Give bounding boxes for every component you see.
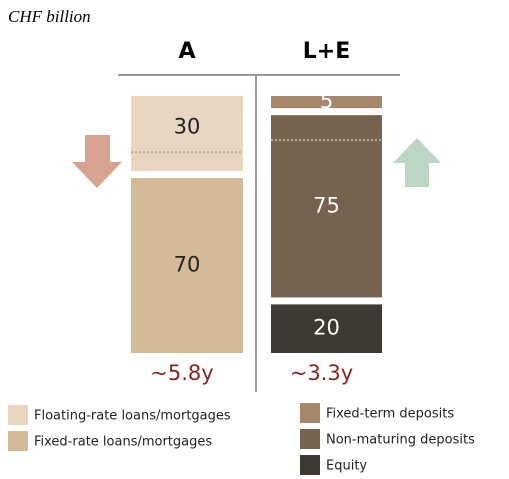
segment-label: 70 — [174, 253, 201, 277]
legend-swatch — [300, 429, 320, 449]
segment-label: 75 — [313, 193, 340, 217]
segment-label: 20 — [313, 316, 340, 340]
segment-label: 30 — [174, 115, 201, 139]
legend-label: Fixed-term deposits — [326, 407, 454, 422]
legend-swatch — [8, 431, 28, 451]
legend-swatch — [300, 403, 320, 423]
duration-label: ~3.3y — [290, 361, 353, 385]
segment — [271, 96, 382, 109]
legend-label: Equity — [326, 459, 367, 474]
segment — [131, 178, 243, 353]
segment-label: 5 — [320, 89, 333, 113]
chart-title: CHF billion — [8, 7, 91, 26]
segment — [131, 96, 243, 171]
legend-label: Floating-rate loans/mortgages — [34, 409, 231, 424]
column-header: A — [178, 39, 195, 64]
duration-label: ~5.8y — [150, 361, 213, 385]
legend-swatch — [8, 405, 28, 425]
segment — [271, 304, 382, 353]
down-arrow — [72, 135, 122, 188]
segment — [271, 115, 382, 298]
up-arrow — [393, 138, 441, 187]
legend-swatch — [300, 455, 320, 475]
legend-label: Non-maturing deposits — [326, 433, 475, 448]
legend-label: Fixed-rate loans/mortgages — [34, 435, 212, 450]
column-header: L+E — [303, 39, 350, 64]
